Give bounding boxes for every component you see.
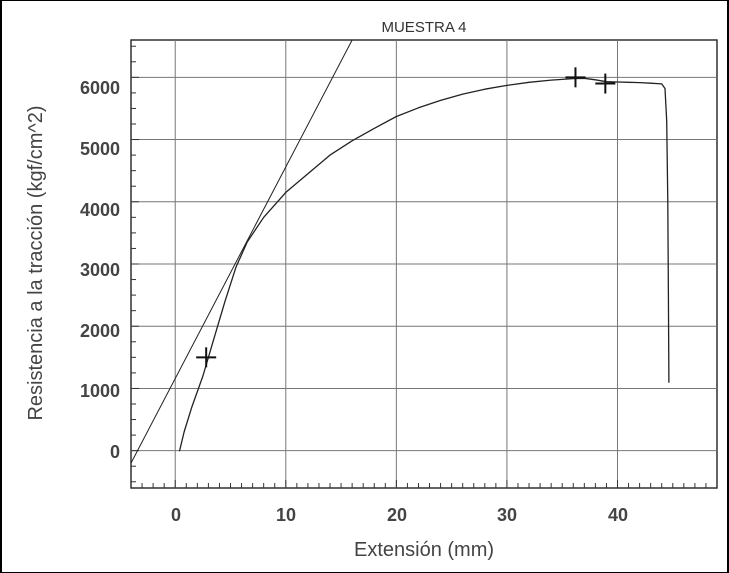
- x-tick-labels: 0 10 20 30 40: [171, 505, 628, 525]
- y-tick-1000: 1000: [80, 381, 120, 401]
- x-axis-label: Extensión (mm): [354, 539, 494, 561]
- plus-marker-1: [196, 347, 217, 368]
- x-tick-10: 10: [276, 505, 296, 525]
- y-tick-4000: 4000: [80, 200, 120, 220]
- y-tick-0: 0: [110, 442, 120, 462]
- series: [130, 39, 670, 464]
- minor-ticks: [131, 45, 707, 488]
- grid: [131, 40, 717, 488]
- markers: [196, 67, 616, 368]
- plus-marker-2: [565, 67, 586, 88]
- plus-marker-3: [595, 73, 616, 94]
- x-tick-0: 0: [171, 505, 181, 525]
- x-tick-40: 40: [608, 505, 628, 525]
- stress-strain-curve: [178, 77, 670, 452]
- y-tick-2000: 2000: [80, 321, 120, 341]
- y-tick-5000: 5000: [80, 139, 120, 159]
- y-tick-3000: 3000: [80, 260, 120, 280]
- chart-title: MUESTRA 4: [381, 19, 466, 36]
- x-tick-20: 20: [387, 505, 407, 525]
- y-tick-labels: 0 1000 2000 3000 4000 5000 6000: [80, 78, 120, 462]
- y-axis-label: Resistencia a la tracción (kgf/cm^2): [25, 105, 47, 420]
- elastic-reference-line: [130, 39, 353, 464]
- y-tick-6000: 6000: [80, 78, 120, 98]
- x-tick-30: 30: [497, 505, 517, 525]
